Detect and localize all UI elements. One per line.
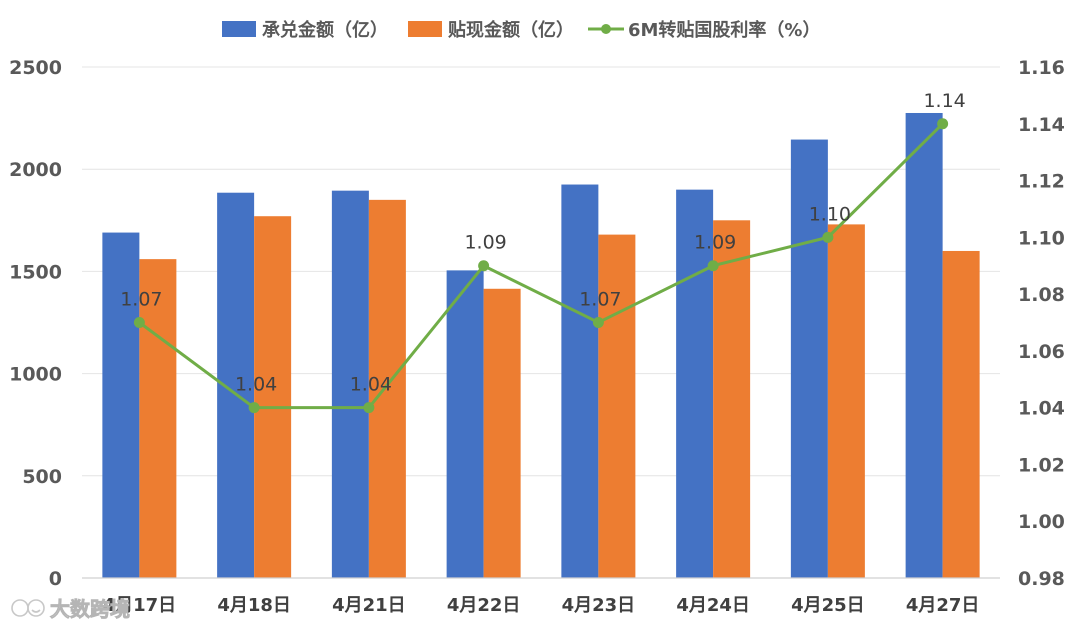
right-tick-label: 1.02: [1018, 454, 1065, 476]
left-tick-label: 2500: [9, 57, 62, 79]
rate-point: [822, 231, 834, 243]
rate-data-label: 1.04: [350, 374, 392, 396]
rate-point: [707, 260, 719, 272]
bar-discount: [368, 199, 406, 579]
left-axis-ticks: 0 500 1000 1500 2000 2500: [9, 57, 62, 590]
bar-discount: [942, 250, 980, 578]
rate-line-path: [138, 122, 944, 410]
category-label: 4月22日: [447, 595, 521, 616]
rate-point: [478, 260, 490, 272]
right-tick-label: 1.04: [1018, 398, 1065, 420]
rate-point: [363, 402, 375, 414]
smiley-logo-icon: [11, 599, 45, 617]
rate-data-label: 1.04: [235, 374, 277, 396]
bar-acceptance: [905, 112, 943, 579]
bar-acceptance: [331, 190, 369, 579]
category-label: 4月24日: [676, 595, 750, 616]
right-tick-label: 1.10: [1018, 227, 1065, 249]
legend-label: 6M转贴国股利率（%）: [628, 19, 820, 41]
bar-discount: [139, 259, 177, 578]
rate-point: [133, 317, 145, 328]
legend-label: 承兑金额（亿）: [262, 19, 388, 41]
watermark: 大数跨境: [11, 597, 130, 621]
left-tick-label: 500: [22, 466, 62, 488]
legend-label: 贴现金额（亿）: [448, 19, 574, 41]
rate-data-label: 1.09: [464, 232, 506, 254]
category-label: 4月18日: [217, 595, 291, 616]
rate-data-label: 1.14: [923, 90, 965, 112]
rate-data-label: 1.10: [809, 203, 851, 225]
legend-swatch: [408, 21, 442, 37]
right-axis-ticks: 0.98 1.00 1.02 1.04 1.06 1.08 1.10 1.12 1.14 1.16: [1018, 57, 1065, 590]
left-tick-label: 1500: [9, 261, 62, 283]
category-label: 4月25日: [791, 595, 865, 616]
bar-discount: [254, 216, 292, 578]
bar-acceptance: [102, 232, 140, 578]
bar-discount: [598, 234, 636, 578]
bar-discount: [713, 220, 751, 579]
right-tick-label: 0.98: [1018, 568, 1065, 590]
bar-discount: [827, 224, 865, 578]
right-tick-label: 1.00: [1018, 511, 1065, 533]
category-axis: 4月17日 4月18日 4月21日 4月22日 4月23日 4月24日 4月25日 4月27日: [82, 577, 1000, 616]
rate-point: [592, 317, 604, 328]
rate-point: [248, 402, 260, 414]
right-tick-label: 1.06: [1018, 341, 1065, 363]
category-label: 4月17日: [103, 595, 177, 616]
left-tick-label: 0: [49, 568, 62, 590]
legend: 承兑金额（亿） 贴现金额（亿） 6M转贴国股利率（%）: [222, 19, 820, 41]
right-tick-label: 1.14: [1018, 114, 1065, 136]
right-tick-label: 1.12: [1018, 171, 1065, 193]
left-tick-label: 2000: [9, 159, 62, 181]
rate-data-label: 1.09: [694, 232, 736, 254]
legend-swatch: [222, 21, 256, 37]
rate-data-label: 1.07: [120, 289, 162, 311]
right-tick-label: 1.08: [1018, 284, 1065, 306]
category-label: 4月23日: [562, 595, 636, 616]
bar-acceptance: [446, 270, 484, 578]
bar-discount: [483, 288, 521, 578]
rate-data-label: 1.07: [579, 289, 621, 311]
legend-swatch-marker: [601, 24, 611, 34]
watermark-text: 大数跨境: [50, 597, 130, 621]
bar-acceptance: [790, 139, 828, 578]
bar-acceptance: [676, 189, 714, 578]
rate-line: 1.07 1.04 1.04 1.09 1.07 1.09 1.10 1.14: [120, 90, 966, 414]
left-tick-label: 1000: [9, 364, 62, 386]
bar-acceptance: [561, 184, 599, 578]
rate-point: [937, 118, 949, 130]
category-label: 4月27日: [906, 595, 980, 616]
category-label: 4月21日: [332, 595, 406, 616]
bars: [102, 112, 980, 579]
right-tick-label: 1.16: [1018, 57, 1065, 79]
